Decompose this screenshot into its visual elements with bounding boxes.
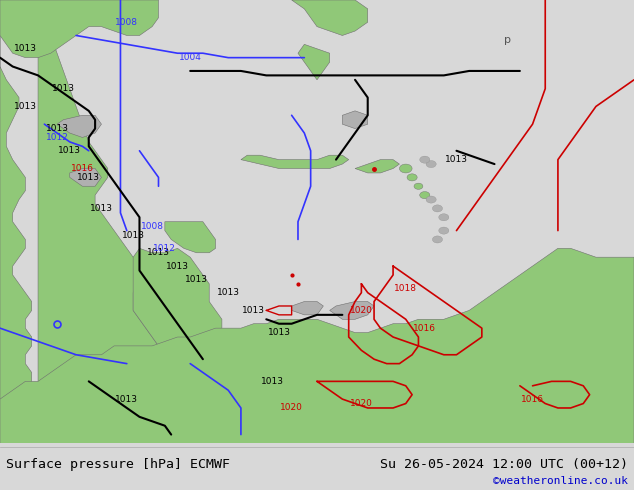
Text: 1020: 1020 [350, 306, 373, 315]
Polygon shape [0, 248, 634, 443]
Text: 1013: 1013 [115, 394, 138, 404]
Polygon shape [133, 248, 222, 386]
Text: 1013: 1013 [242, 306, 265, 315]
Polygon shape [57, 115, 101, 138]
Text: 1012: 1012 [153, 244, 176, 253]
Text: 1013: 1013 [58, 147, 81, 155]
Circle shape [439, 214, 449, 221]
Text: 1012: 1012 [46, 133, 68, 142]
Text: 1008: 1008 [115, 18, 138, 26]
Text: 1013: 1013 [77, 173, 100, 182]
Text: 1013: 1013 [122, 230, 145, 240]
Text: ©weatheronline.co.uk: ©weatheronline.co.uk [493, 476, 628, 486]
Polygon shape [0, 0, 32, 443]
Circle shape [407, 174, 417, 181]
Polygon shape [330, 301, 374, 319]
Text: 1013: 1013 [52, 84, 75, 93]
Text: 1018: 1018 [394, 284, 417, 293]
Circle shape [432, 236, 443, 243]
Polygon shape [165, 221, 216, 253]
Circle shape [432, 205, 443, 212]
Text: 1016: 1016 [71, 164, 94, 173]
Circle shape [420, 192, 430, 198]
Circle shape [426, 161, 436, 168]
Text: 1013: 1013 [268, 328, 290, 337]
Polygon shape [70, 169, 101, 186]
Text: Su 26-05-2024 12:00 UTC (00+12): Su 26-05-2024 12:00 UTC (00+12) [380, 458, 628, 471]
Text: 1013: 1013 [445, 155, 468, 164]
Text: 1013: 1013 [46, 124, 68, 133]
Text: 1004: 1004 [179, 53, 202, 62]
Text: 1013: 1013 [166, 262, 189, 270]
Text: 1013: 1013 [14, 44, 37, 53]
Text: 1013: 1013 [261, 377, 284, 386]
Text: 1013: 1013 [14, 102, 37, 111]
Text: 1013: 1013 [90, 204, 113, 213]
Circle shape [420, 156, 430, 163]
Polygon shape [292, 0, 368, 35]
Text: Surface pressure [hPa] ECMWF: Surface pressure [hPa] ECMWF [6, 458, 230, 471]
Text: 1020: 1020 [280, 403, 303, 413]
Text: 1016: 1016 [413, 324, 436, 333]
Polygon shape [298, 44, 330, 80]
Text: p: p [503, 35, 511, 45]
Polygon shape [241, 155, 349, 169]
Polygon shape [292, 301, 323, 315]
Text: 1020: 1020 [350, 399, 373, 408]
Circle shape [426, 196, 436, 203]
Circle shape [399, 164, 412, 173]
Polygon shape [342, 111, 368, 128]
Circle shape [439, 227, 449, 234]
Text: 1013: 1013 [217, 288, 240, 297]
Text: 1008: 1008 [141, 221, 164, 231]
Polygon shape [0, 0, 158, 58]
Text: 1013: 1013 [185, 275, 208, 284]
Text: 1016: 1016 [521, 394, 544, 404]
Text: 1013: 1013 [147, 248, 170, 257]
Circle shape [414, 183, 423, 189]
Polygon shape [38, 0, 158, 443]
Polygon shape [355, 160, 399, 173]
